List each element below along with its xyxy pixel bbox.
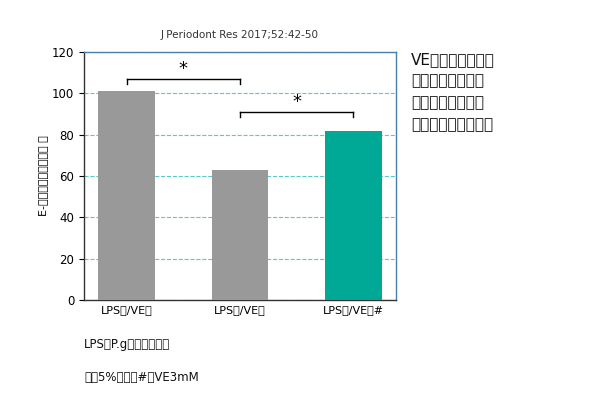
Text: *: *: [179, 60, 188, 78]
Bar: [98, 91, 155, 300]
Text: ＊：5%有意　#：VE3mM: ＊：5%有意 #：VE3mM: [84, 371, 199, 384]
Text: LPS：P.g菌由来の毒素: LPS：P.g菌由来の毒素: [84, 338, 170, 351]
Bar: [212, 170, 268, 300]
Y-axis label: E-カドヘリンの出現率 ％: E-カドヘリンの出現率 ％: [38, 136, 48, 216]
Text: J Periodont Res 2017;52:42-50: J Periodont Res 2017;52:42-50: [161, 30, 319, 40]
Text: VEは、歯肉上皮を
強化して歯肉内部
への歯周病原因子
の侵入を防ぎます。: VEは、歯肉上皮を 強化して歯肉内部 への歯周病原因子 の侵入を防ぎます。: [411, 52, 495, 132]
Text: *: *: [292, 93, 301, 111]
Bar: [325, 130, 382, 300]
